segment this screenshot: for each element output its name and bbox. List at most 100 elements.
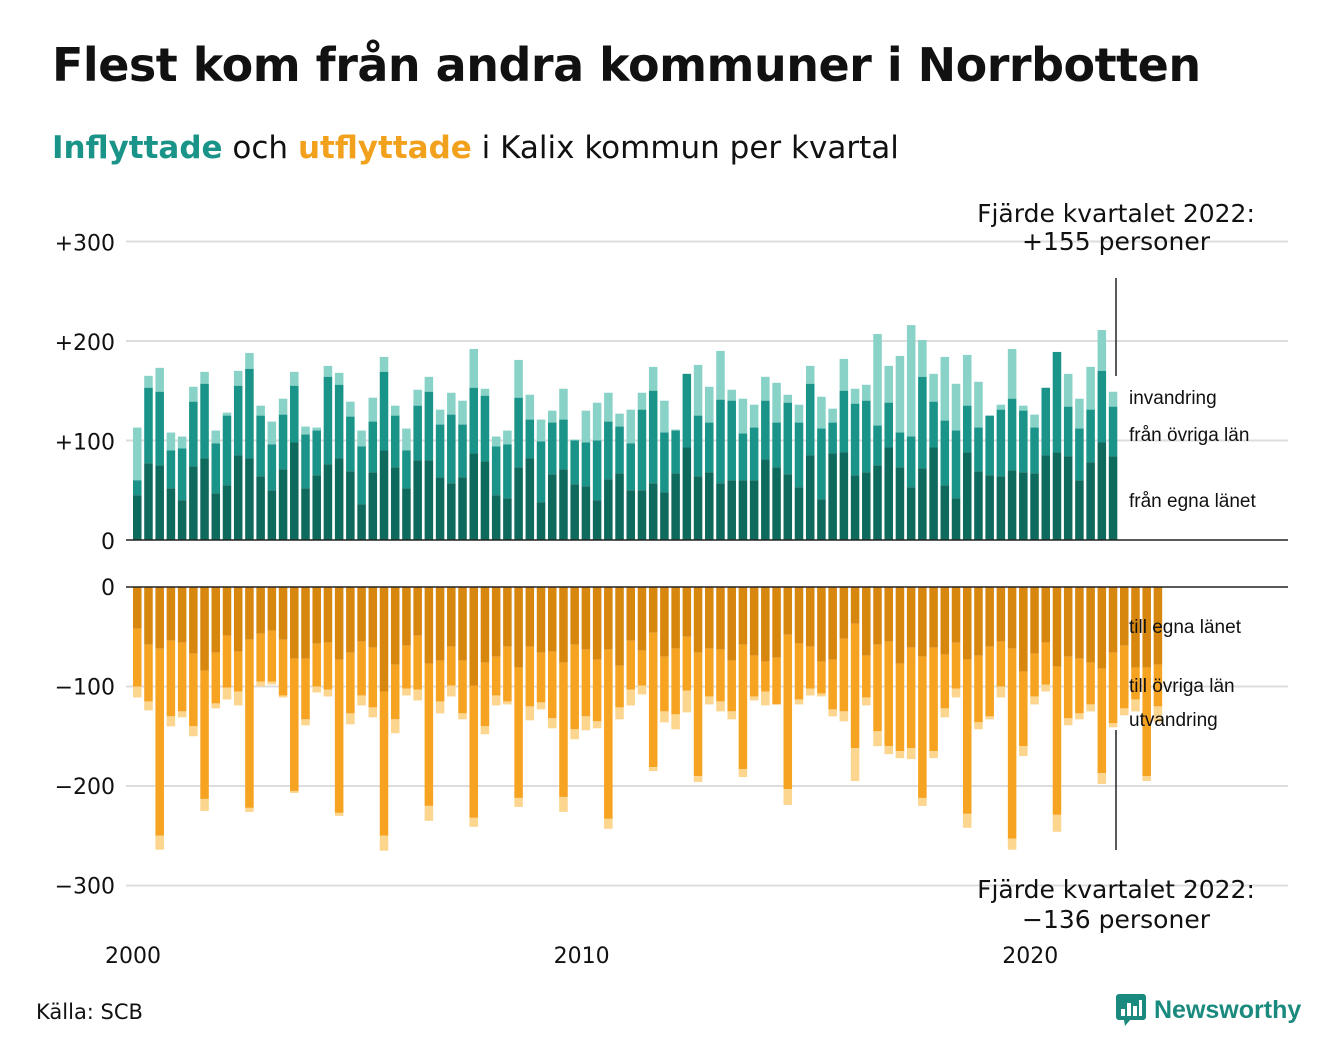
bar-invandring — [144, 375, 153, 388]
bar-till-egna-lanet — [1086, 587, 1095, 663]
bar-utvandring — [716, 701, 725, 712]
bar-utvandring — [1108, 723, 1118, 728]
bar-fran-ovriga-lan — [648, 390, 658, 484]
bar-invandring — [166, 432, 176, 451]
bar-fran-egna-lanet — [267, 490, 277, 540]
bar-utvandring — [346, 713, 355, 725]
brand[interactable]: Newsworthy — [1116, 994, 1301, 1026]
bar-utvandring — [626, 689, 636, 706]
y-tick-bottom: −100 — [55, 676, 115, 701]
bar-invandring — [1108, 391, 1118, 407]
bar-invandring — [862, 384, 871, 401]
x-tick: 2020 — [1002, 944, 1058, 969]
bar-fran-egna-lanet — [873, 465, 882, 540]
bar-till-ovriga-lan — [615, 665, 624, 708]
bar-till-egna-lanet — [1041, 587, 1051, 643]
bar-till-ovriga-lan — [133, 628, 142, 687]
bar-utvandring — [749, 696, 759, 701]
bar-invandring — [671, 429, 680, 431]
bar-utvandring — [458, 713, 467, 720]
bar-till-ovriga-lan — [189, 653, 198, 727]
bar-invandring — [177, 436, 187, 449]
bar-invandring — [200, 371, 209, 384]
series-label-fran-ovriga-lan: från övriga län — [1129, 425, 1249, 446]
y-tick-top: +100 — [55, 431, 115, 456]
bar-invandring — [1075, 398, 1084, 429]
bar-till-ovriga-lan — [312, 643, 321, 687]
bar-fran-ovriga-lan — [200, 383, 209, 459]
bar-utvandring — [155, 835, 164, 850]
bar-till-egna-lanet — [761, 587, 770, 662]
bar-utvandring — [918, 797, 927, 806]
bar-fran-ovriga-lan — [962, 405, 972, 453]
bar-utvandring — [828, 709, 837, 717]
bar-fran-egna-lanet — [177, 500, 187, 540]
bar-utvandring — [144, 701, 153, 711]
bar-till-egna-lanet — [1052, 587, 1062, 667]
bar-fran-egna-lanet — [334, 458, 344, 540]
bar-utvandring — [839, 711, 849, 722]
bar-till-ovriga-lan — [469, 685, 479, 818]
y-tick-top: 0 — [101, 530, 115, 555]
bar-invandring — [828, 408, 837, 423]
bar-till-ovriga-lan — [256, 633, 265, 682]
bar-utvandring — [738, 769, 748, 778]
bar-till-ovriga-lan — [301, 658, 310, 720]
bar-utvandring — [278, 695, 288, 698]
bar-utvandring — [525, 706, 535, 721]
subtitle-rest: i Kalix kommun per kvartal — [471, 130, 899, 166]
inflyttade-bars — [133, 325, 1118, 540]
bar-fran-egna-lanet — [133, 495, 142, 540]
bar-till-egna-lanet — [918, 587, 927, 657]
bar-fran-ovriga-lan — [738, 433, 748, 481]
bar-fran-egna-lanet — [514, 467, 523, 540]
bar-invandring — [559, 388, 568, 420]
bar-fran-ovriga-lan — [514, 397, 523, 468]
bar-till-egna-lanet — [402, 587, 411, 646]
bar-fran-ovriga-lan — [1052, 351, 1062, 453]
bar-fran-egna-lanet — [211, 493, 221, 540]
bar-fran-egna-lanet — [1030, 473, 1039, 540]
bar-fran-egna-lanet — [862, 472, 871, 540]
bar-utvandring — [581, 716, 591, 731]
bar-utvandring — [794, 699, 804, 705]
bar-fran-ovriga-lan — [783, 402, 793, 475]
bar-till-egna-lanet — [480, 587, 490, 663]
bar-till-egna-lanet — [424, 587, 434, 664]
bar-fran-ovriga-lan — [1097, 370, 1107, 443]
bar-utvandring — [368, 707, 378, 718]
bar-invandring — [278, 398, 288, 415]
bar-till-egna-lanet — [413, 587, 422, 636]
bar-till-ovriga-lan — [783, 634, 793, 789]
bar-invandring — [1007, 348, 1017, 399]
bar-till-egna-lanet — [749, 587, 759, 656]
series-label-fran-egna-lanet: från egna länet — [1129, 491, 1256, 512]
bar-fran-egna-lanet — [1041, 455, 1051, 540]
bar-fran-egna-lanet — [604, 479, 613, 540]
bar-invandring — [783, 394, 793, 403]
bar-invandring — [424, 376, 434, 392]
bar-till-egna-lanet — [267, 587, 277, 631]
bar-fran-ovriga-lan — [705, 422, 714, 473]
chart-title: Flest kom från andra kommuner i Norrbott… — [52, 38, 1201, 92]
bar-utvandring — [189, 726, 198, 737]
bar-till-egna-lanet — [469, 587, 479, 686]
bar-invandring — [637, 392, 647, 410]
series-label-till-ovriga-lan: till övriga län — [1129, 676, 1235, 697]
bar-invandring — [738, 398, 748, 434]
bar-utvandring — [402, 688, 411, 696]
bar-invandring — [884, 365, 893, 403]
bar-utvandring — [413, 689, 422, 701]
bar-invandring — [256, 405, 265, 416]
bar-fran-ovriga-lan — [985, 415, 994, 476]
bar-till-egna-lanet — [301, 587, 310, 659]
bar-utvandring — [615, 707, 624, 720]
subtitle-och: och — [222, 130, 298, 166]
bar-till-ovriga-lan — [581, 649, 591, 717]
bar-till-ovriga-lan — [245, 639, 254, 808]
bar-fran-egna-lanet — [491, 495, 501, 540]
bar-till-egna-lanet — [177, 587, 187, 643]
bar-invandring — [379, 356, 389, 372]
bar-till-ovriga-lan — [962, 659, 972, 814]
bar-till-ovriga-lan — [929, 647, 938, 752]
